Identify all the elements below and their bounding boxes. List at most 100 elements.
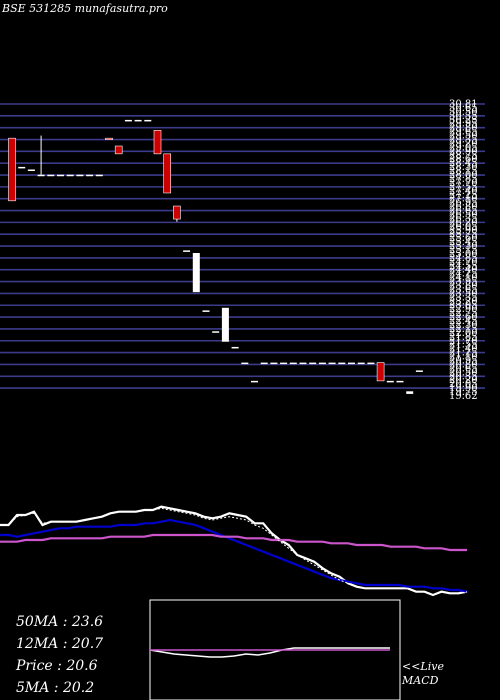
price-tick-label: 23.65	[449, 284, 478, 295]
price-tick-label: 28.30	[449, 162, 478, 173]
price-tick-label: 21.40	[449, 344, 478, 355]
price-tick-label: 28.75	[449, 150, 478, 161]
chart-title: BSE 531285 munafasutra.pro	[2, 2, 168, 15]
price-tick-label: 27.10	[449, 194, 478, 205]
candle-body	[105, 137, 113, 140]
price-tick-label: 24.85	[449, 253, 478, 264]
price-tick-label: 21.70	[449, 336, 478, 347]
price-label: Price : 20.6	[16, 658, 98, 674]
price-tick-label: 24.55	[449, 261, 478, 272]
price-tick-label: 25.90	[449, 225, 478, 236]
indicator-line	[0, 518, 468, 593]
price-tick-label: 29.20	[449, 138, 478, 149]
price-tick-label: 23.50	[449, 288, 478, 299]
price-tick-label: 20.20	[449, 375, 478, 386]
price-tick-label: 24.70	[449, 257, 478, 268]
candle-body	[76, 174, 84, 177]
price-tick-label: 25.00	[449, 249, 478, 260]
candle-body	[251, 380, 258, 383]
candle-body	[124, 119, 132, 122]
candle-body	[270, 362, 278, 365]
price-tick-label: 26.35	[449, 213, 478, 224]
price-tick-label: 19.75	[449, 387, 478, 398]
price-tick-label: 28.00	[449, 170, 478, 181]
price-tick-label: 29.95	[449, 119, 478, 130]
price-tick-label: 23.80	[449, 281, 478, 292]
macd-label: <<Live MACD	[402, 660, 444, 687]
candle-body	[367, 362, 375, 365]
price-tick-label: 27.70	[449, 178, 478, 189]
candle-body	[66, 174, 74, 177]
price-tick-label: 25.60	[449, 233, 478, 244]
candle-body	[8, 137, 16, 202]
macd-line	[149, 647, 390, 658]
candle-body	[86, 174, 94, 177]
price-tick-label: 23.95	[449, 277, 478, 288]
price-tick-label: 25.15	[449, 245, 478, 256]
price-tick-label: 27.40	[449, 186, 478, 197]
price-tick-label: 28.90	[449, 146, 478, 157]
ma5-label: 5MA : 20.2	[16, 680, 95, 696]
price-grid	[0, 103, 485, 389]
price-tick-label: 26.95	[449, 198, 478, 209]
candle-body	[192, 253, 200, 293]
price-tick-label: 22.75	[449, 308, 478, 319]
price-tick-label: 30.65	[449, 103, 478, 114]
candle-body	[95, 174, 103, 177]
price-tick-label: 29.65	[449, 127, 478, 138]
price-tick-label: 26.80	[449, 202, 478, 213]
price-tick-label: 24.25	[449, 269, 478, 280]
price-tick-label: 29.80	[449, 123, 478, 134]
price-tick-label: 21.25	[449, 348, 478, 359]
price-tick-label: 26.20	[449, 217, 478, 228]
candle-body	[280, 362, 288, 365]
candle-body	[289, 362, 297, 365]
price-tick-label: 26.65	[449, 206, 478, 217]
candle-body	[144, 119, 152, 122]
ma50-label: 50MA : 23.6	[16, 614, 104, 630]
price-tick-label: 21.10	[449, 352, 478, 363]
price-tick-label: 24.40	[449, 265, 478, 276]
price-tick-label: 20.35	[449, 371, 478, 382]
candle-body	[212, 331, 220, 333]
candle-body	[260, 362, 268, 365]
candle-body	[318, 362, 326, 365]
candle-body	[27, 169, 35, 171]
candle-body	[134, 119, 142, 122]
price-tick-label: 27.85	[449, 174, 478, 185]
candle-body	[221, 307, 229, 342]
price-tick-labels: 30.8130.6530.5030.3530.2529.9529.8029.65…	[449, 99, 478, 402]
candle-body	[386, 380, 394, 383]
price-tick-label: 27.25	[449, 190, 478, 201]
candle-body	[309, 362, 317, 365]
indicator-line	[0, 507, 468, 596]
price-tick-label: 22.60	[449, 312, 478, 323]
price-tick-label: 20.05	[449, 379, 478, 390]
candle-body	[348, 362, 355, 365]
price-tick-label: 20.80	[449, 359, 478, 370]
price-tick-label: 23.20	[449, 296, 478, 307]
price-tick-label: 29.05	[449, 142, 478, 153]
price-tick-label: 25.45	[449, 237, 478, 248]
macd-lines	[149, 647, 390, 658]
price-tick-label: 22.30	[449, 320, 478, 331]
price-tick-label: 23.35	[449, 292, 478, 303]
price-tick-label: 21.55	[449, 340, 478, 351]
candle-body	[406, 391, 414, 394]
candle-body	[57, 174, 64, 177]
ma12-label: 12MA : 20.7	[16, 636, 104, 652]
candle-body	[415, 370, 423, 372]
price-tick-label: 21.85	[449, 332, 478, 343]
candle-body	[376, 362, 385, 382]
price-tick-label: 27.55	[449, 182, 478, 193]
price-tick-label: 22.90	[449, 304, 478, 315]
candle-body	[163, 153, 171, 194]
price-tick-label: 30.81	[449, 99, 478, 110]
price-tick-label: 23.05	[449, 300, 478, 311]
price-tick-label: 26.50	[449, 209, 478, 220]
price-tick-label: 30.50	[449, 107, 478, 118]
candle-body	[47, 174, 55, 177]
price-tick-label: 28.45	[449, 158, 478, 169]
price-tick-label: 22.15	[449, 324, 478, 335]
candle-body	[18, 166, 26, 169]
